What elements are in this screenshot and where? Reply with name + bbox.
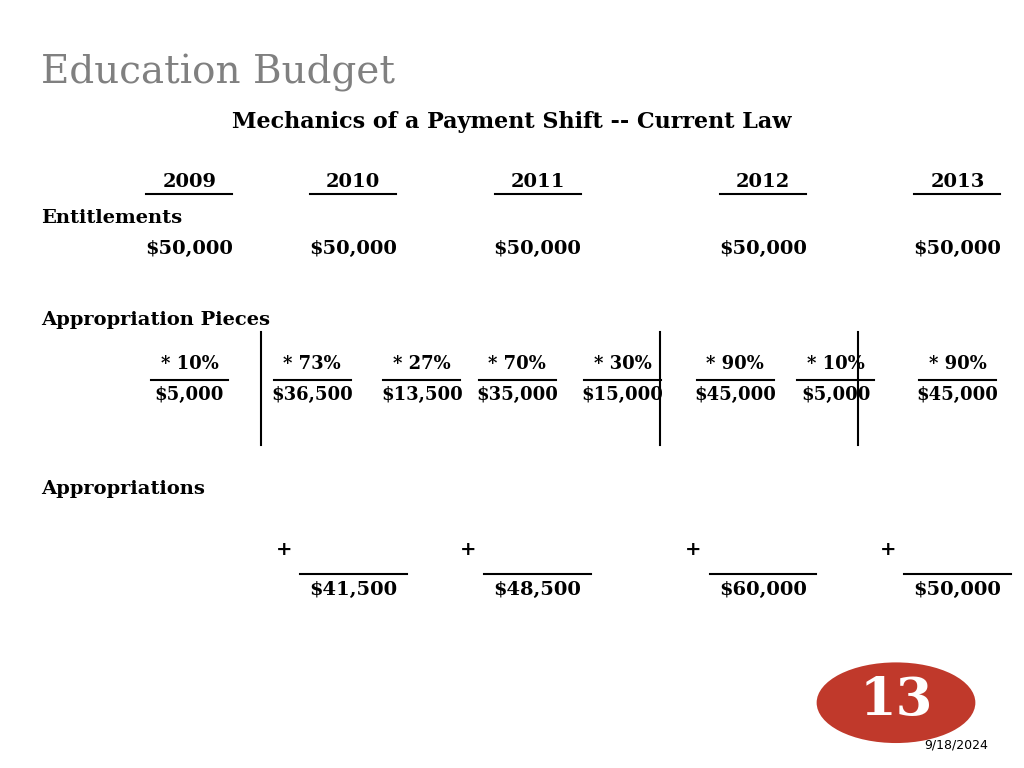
Text: $13,500: $13,500 [381, 386, 463, 404]
Text: Mechanics of a Payment Shift -- Current Law: Mechanics of a Payment Shift -- Current … [232, 111, 792, 134]
Text: $50,000: $50,000 [145, 240, 233, 257]
Text: $5,000: $5,000 [801, 386, 870, 404]
Text: $50,000: $50,000 [913, 240, 1001, 257]
Text: 2012: 2012 [736, 173, 790, 190]
Text: * 90%: * 90% [929, 355, 986, 372]
Text: +: + [460, 541, 476, 559]
Text: * 70%: * 70% [488, 355, 546, 372]
Text: 2009: 2009 [163, 173, 216, 190]
Text: * 73%: * 73% [284, 355, 341, 372]
Text: 2013: 2013 [930, 173, 985, 190]
Text: 13: 13 [859, 675, 933, 726]
Text: Education Budget: Education Budget [41, 54, 395, 91]
Text: * 27%: * 27% [393, 355, 451, 372]
Text: $48,500: $48,500 [494, 581, 582, 599]
Text: $15,000: $15,000 [582, 386, 664, 404]
Text: Entitlements: Entitlements [41, 209, 182, 227]
Text: $36,500: $36,500 [271, 386, 353, 404]
Text: * 30%: * 30% [594, 355, 651, 372]
Text: 2011: 2011 [510, 173, 565, 190]
Text: Appropriation Pieces: Appropriation Pieces [41, 311, 270, 329]
Text: $35,000: $35,000 [476, 386, 558, 404]
Text: 9/18/2024: 9/18/2024 [925, 738, 988, 751]
Text: $50,000: $50,000 [494, 240, 582, 257]
Text: $45,000: $45,000 [694, 386, 776, 404]
Text: Appropriations: Appropriations [41, 480, 205, 498]
Text: * 10%: * 10% [807, 355, 864, 372]
Text: +: + [275, 541, 292, 559]
Ellipse shape [817, 662, 976, 743]
Text: $5,000: $5,000 [155, 386, 224, 404]
Text: $60,000: $60,000 [719, 581, 807, 599]
Text: $50,000: $50,000 [309, 240, 397, 257]
Text: +: + [880, 541, 896, 559]
Text: $45,000: $45,000 [916, 386, 998, 404]
Text: * 10%: * 10% [161, 355, 218, 372]
Text: +: + [685, 541, 701, 559]
Text: * 90%: * 90% [707, 355, 764, 372]
Text: $50,000: $50,000 [913, 581, 1001, 599]
Text: 2010: 2010 [327, 173, 380, 190]
Text: $41,500: $41,500 [309, 581, 397, 599]
Text: $50,000: $50,000 [719, 240, 807, 257]
